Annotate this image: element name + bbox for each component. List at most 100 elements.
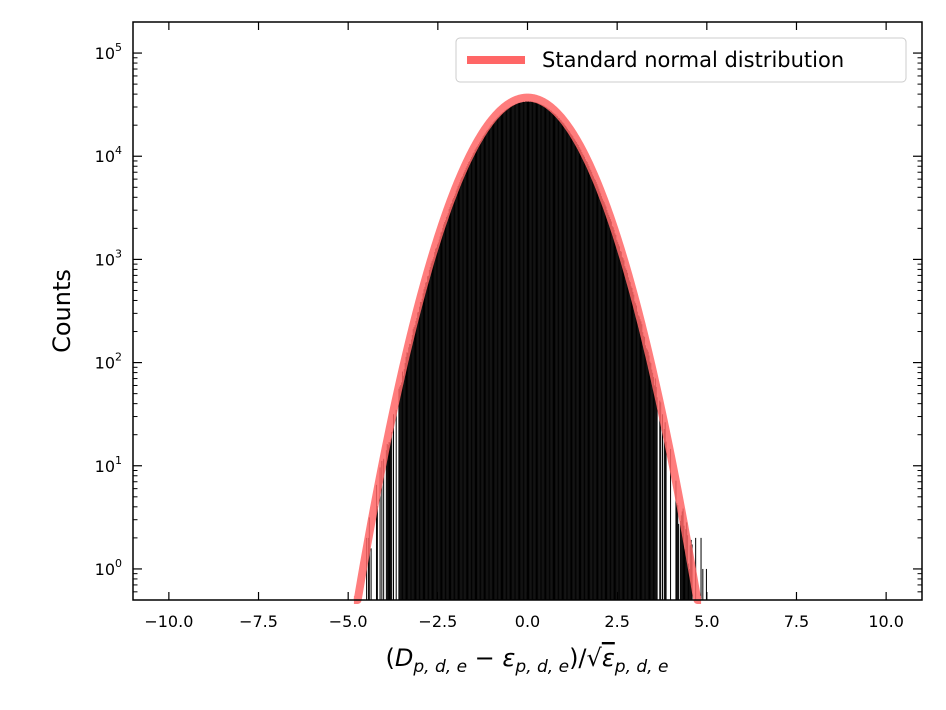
histogram-bar [566, 128, 568, 600]
histogram-bar [638, 316, 640, 600]
histogram-bar [445, 216, 447, 600]
histogram-bar [582, 153, 584, 600]
histogram-bar [489, 125, 491, 600]
histogram-bar [520, 102, 522, 600]
histogram-bar [684, 549, 686, 600]
histogram-bar [644, 336, 646, 600]
histogram-bar [569, 132, 571, 600]
x-axis-ticks: −10.0 −7.5 −5.0 −2.5 0.0 2.5 5.0 7.5 10.0 [144, 22, 904, 631]
histogram-bar [497, 117, 499, 600]
histogram-bar [447, 213, 449, 600]
histogram-bar [466, 166, 468, 600]
histogram-bar [505, 109, 507, 601]
histogram-bar [433, 256, 435, 600]
histogram-bar [415, 321, 417, 600]
histogram-bar [561, 121, 563, 600]
histogram-bar [587, 164, 589, 601]
histogram-bar [555, 114, 557, 600]
histogram-bar [462, 173, 464, 601]
histogram-bar [464, 170, 466, 600]
histogram-bar [420, 301, 422, 600]
histogram-bar [494, 120, 496, 600]
histogram-bar [492, 122, 494, 601]
histogram-bar [509, 106, 511, 600]
histogram-bar [656, 397, 658, 600]
histogram-bar [601, 196, 603, 600]
histogram-bar [539, 103, 541, 600]
histogram-bar [617, 241, 619, 600]
histogram-bar [585, 161, 587, 600]
histogram-bar [400, 385, 402, 600]
histogram-bars [366, 101, 707, 601]
histogram-bar [437, 242, 439, 600]
histogram-bar [584, 159, 586, 600]
x-tick-label: −2.5 [418, 612, 457, 631]
histogram-bar [389, 442, 391, 600]
histogram-bar [486, 130, 488, 601]
histogram-bar [435, 248, 437, 600]
histogram-bar [432, 259, 434, 600]
histogram-bar [609, 219, 611, 601]
histogram-bar [677, 505, 679, 600]
histogram-bar [543, 105, 545, 601]
histogram-bar [645, 348, 647, 600]
histogram-bar [540, 104, 542, 600]
histogram-bar [639, 319, 641, 600]
histogram-bar [515, 103, 517, 601]
histogram-bar [523, 101, 525, 601]
histogram-bar [595, 181, 597, 600]
histogram-bar [665, 441, 667, 600]
histogram-bar [550, 110, 552, 600]
histogram-bar [650, 363, 652, 600]
histogram-bar [408, 347, 410, 600]
y-tick-label: 100 [95, 557, 122, 579]
histogram-bar [532, 102, 534, 600]
histogram-bar [488, 128, 490, 601]
histogram-bar [541, 104, 543, 601]
histogram-bar [622, 258, 624, 600]
histogram-bar [407, 352, 409, 600]
histogram-bar [594, 179, 596, 600]
histogram-bar [484, 133, 486, 600]
histogram-bar [551, 111, 553, 600]
histogram-bar [479, 142, 481, 600]
histogram-bar [618, 246, 620, 600]
histogram-bar [670, 448, 672, 600]
histogram-bar [498, 115, 500, 600]
histogram-bar [477, 145, 479, 600]
histogram-bar [523, 101, 525, 601]
histogram-bar [487, 129, 489, 600]
histogram-bar [560, 120, 562, 601]
histogram-bar [423, 289, 425, 600]
histogram-bar [514, 103, 516, 600]
histogram-bar [566, 127, 568, 601]
histogram-bar [496, 118, 498, 600]
histogram-bar [562, 122, 564, 601]
histogram-bar [647, 351, 649, 600]
x-axis-title: (Dp, d, e − εp, d, e)/√εp, d, e [386, 644, 669, 677]
histogram-bar [427, 276, 429, 600]
histogram-bar [517, 102, 519, 601]
histogram-bar [623, 260, 625, 600]
histogram-bar [614, 233, 616, 600]
histogram-bar [395, 409, 397, 600]
histogram-bar [628, 280, 630, 600]
histogram-bar [682, 508, 684, 600]
y-tick-label: 102 [95, 351, 122, 373]
histogram-bar [579, 148, 581, 600]
histogram-bar [391, 431, 393, 600]
histogram-bar [448, 209, 450, 600]
histogram-bar [419, 306, 421, 600]
histogram-bar [564, 124, 566, 601]
histogram-bar [522, 102, 524, 601]
histogram-bar [483, 135, 485, 600]
histogram-bar [567, 130, 569, 600]
histogram-bar [463, 171, 465, 600]
histogram-bar [602, 200, 604, 600]
histogram-bar [375, 484, 377, 600]
histogram-bar [549, 109, 551, 601]
histogram-bar [368, 517, 370, 600]
histogram-bar [619, 250, 621, 601]
histogram-bar [453, 197, 455, 600]
histogram-bar [460, 179, 462, 601]
